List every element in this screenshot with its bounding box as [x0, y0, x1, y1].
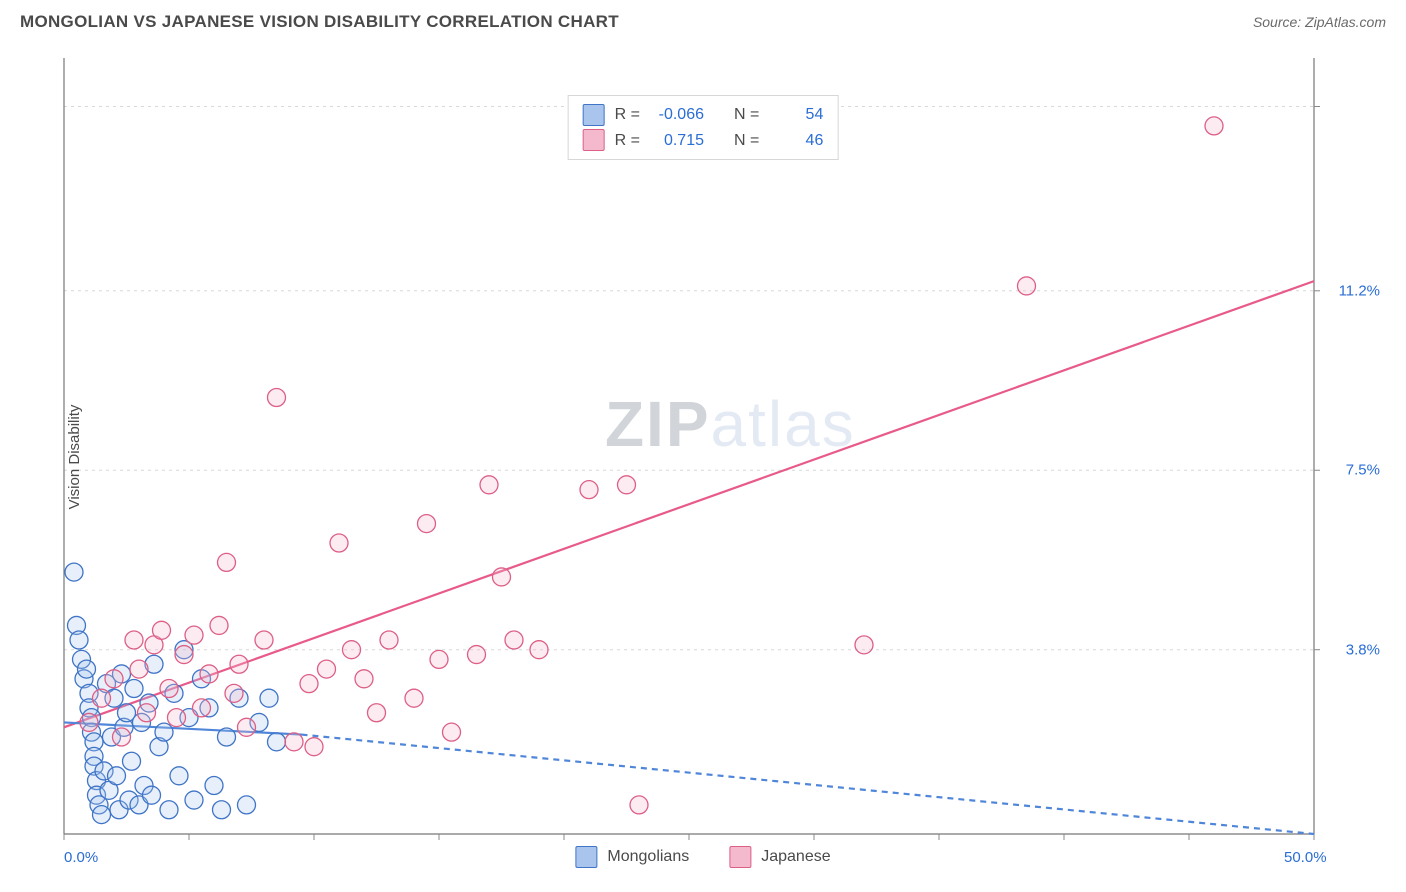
- legend-item-mongolians: Mongolians: [575, 846, 689, 868]
- y-axis-label: Vision Disability: [66, 405, 83, 510]
- legend-label-japanese: Japanese: [761, 848, 830, 866]
- legend-swatch-japanese: [729, 846, 751, 868]
- swatch-mongolians: [583, 104, 605, 126]
- chart-title: MONGOLIAN VS JAPANESE VISION DISABILITY …: [20, 12, 619, 32]
- x-tick-label: 0.0%: [64, 849, 98, 866]
- n-value-japanese: 46: [769, 128, 823, 154]
- r-label: R =: [615, 102, 640, 128]
- y-tick-label: 7.5%: [1346, 462, 1380, 479]
- n-value-mongolians: 54: [769, 102, 823, 128]
- n-label: N =: [734, 128, 759, 154]
- y-tick-label: 3.8%: [1346, 641, 1380, 658]
- chart-container: Vision Disability ZIPatlas R = -0.066 N …: [20, 46, 1386, 868]
- n-label: N =: [734, 102, 759, 128]
- stats-row-japanese: R = 0.715 N = 46: [583, 128, 824, 154]
- r-label: R =: [615, 128, 640, 154]
- r-value-japanese: 0.715: [650, 128, 704, 154]
- source-attribution: Source: ZipAtlas.com: [1253, 14, 1386, 30]
- legend-swatch-mongolians: [575, 846, 597, 868]
- swatch-japanese: [583, 129, 605, 151]
- legend-label-mongolians: Mongolians: [607, 848, 689, 866]
- stats-row-mongolians: R = -0.066 N = 54: [583, 102, 824, 128]
- correlation-stats-box: R = -0.066 N = 54 R = 0.715 N = 46: [568, 95, 839, 160]
- x-tick-label: 50.0%: [1284, 849, 1327, 866]
- y-tick-label: 11.2%: [1339, 282, 1380, 299]
- series-legend: Mongolians Japanese: [575, 846, 830, 868]
- scatter-plot-svg: [20, 46, 1386, 868]
- legend-item-japanese: Japanese: [729, 846, 830, 868]
- r-value-mongolians: -0.066: [650, 102, 704, 128]
